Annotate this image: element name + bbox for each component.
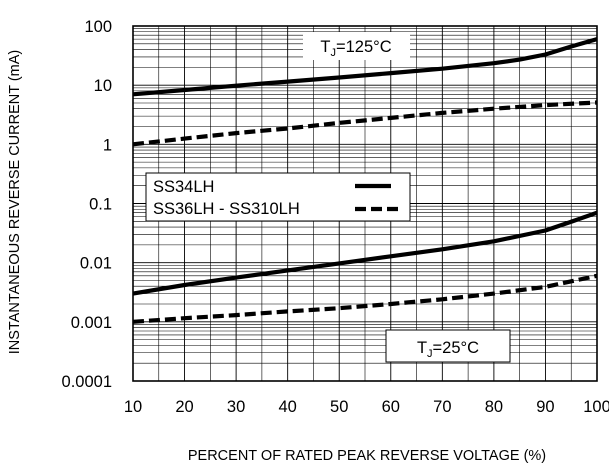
y-axis-label: INSTANTANEOUS REVERSE CURRENT (mA)	[7, 50, 23, 355]
tj-25-annotation-box	[385, 329, 511, 363]
x-tick-label: 40	[278, 398, 296, 416]
x-tick-label: 90	[536, 398, 554, 416]
y-tick-label: 100	[84, 18, 112, 36]
x-tick-label: 70	[433, 398, 451, 416]
x-tick-label: 10	[124, 398, 142, 416]
x-tick-label: 50	[330, 398, 348, 416]
plot-frame	[132, 25, 598, 382]
y-tick-label: 0.01	[80, 255, 112, 273]
y-tick-label: 0.0001	[62, 373, 112, 391]
legend-label-ss36lh-ss310lh: SS36LH - SS310LH	[153, 200, 300, 218]
y-tick-label: 0.001	[71, 314, 112, 332]
tj-25-annotation-label: TJ=25°C	[417, 339, 479, 360]
legend-box	[145, 172, 411, 222]
legend-label-ss34lh: SS34LH	[153, 178, 214, 196]
series-line-2	[132, 210, 598, 296]
y-tick-label: 10	[94, 77, 112, 95]
tick-labels: 10 20 30 40 50 60 70 80 90 100 0.0001 0.001 0.01 0.1 1…	[62, 18, 609, 416]
x-tick-label: 60	[382, 398, 400, 416]
x-axis-label: PERCENT OF RATED PEAK REVERSE VOLTAGE (%…	[188, 448, 546, 464]
series-line-1	[132, 100, 598, 147]
series-line-0	[132, 37, 598, 97]
tj-125-annotation: TJ=125°C	[303, 32, 410, 60]
x-tick-label: 80	[485, 398, 503, 416]
tj-25-annotation: TJ=25°C	[385, 329, 511, 363]
series-lines	[132, 37, 598, 324]
legend: SS34LH SS36LH - SS310LH	[145, 172, 411, 222]
series-line-3	[132, 273, 598, 324]
x-tick-label: 20	[175, 398, 193, 416]
y-tick-label: 0.1	[89, 196, 112, 214]
x-tick-label: 30	[227, 398, 245, 416]
x-tick-label: 100	[583, 398, 609, 416]
y-tick-label: 1	[103, 136, 112, 154]
tj-125-annotation-box	[303, 32, 410, 60]
tj-125-annotation-label: TJ=125°C	[320, 38, 391, 59]
